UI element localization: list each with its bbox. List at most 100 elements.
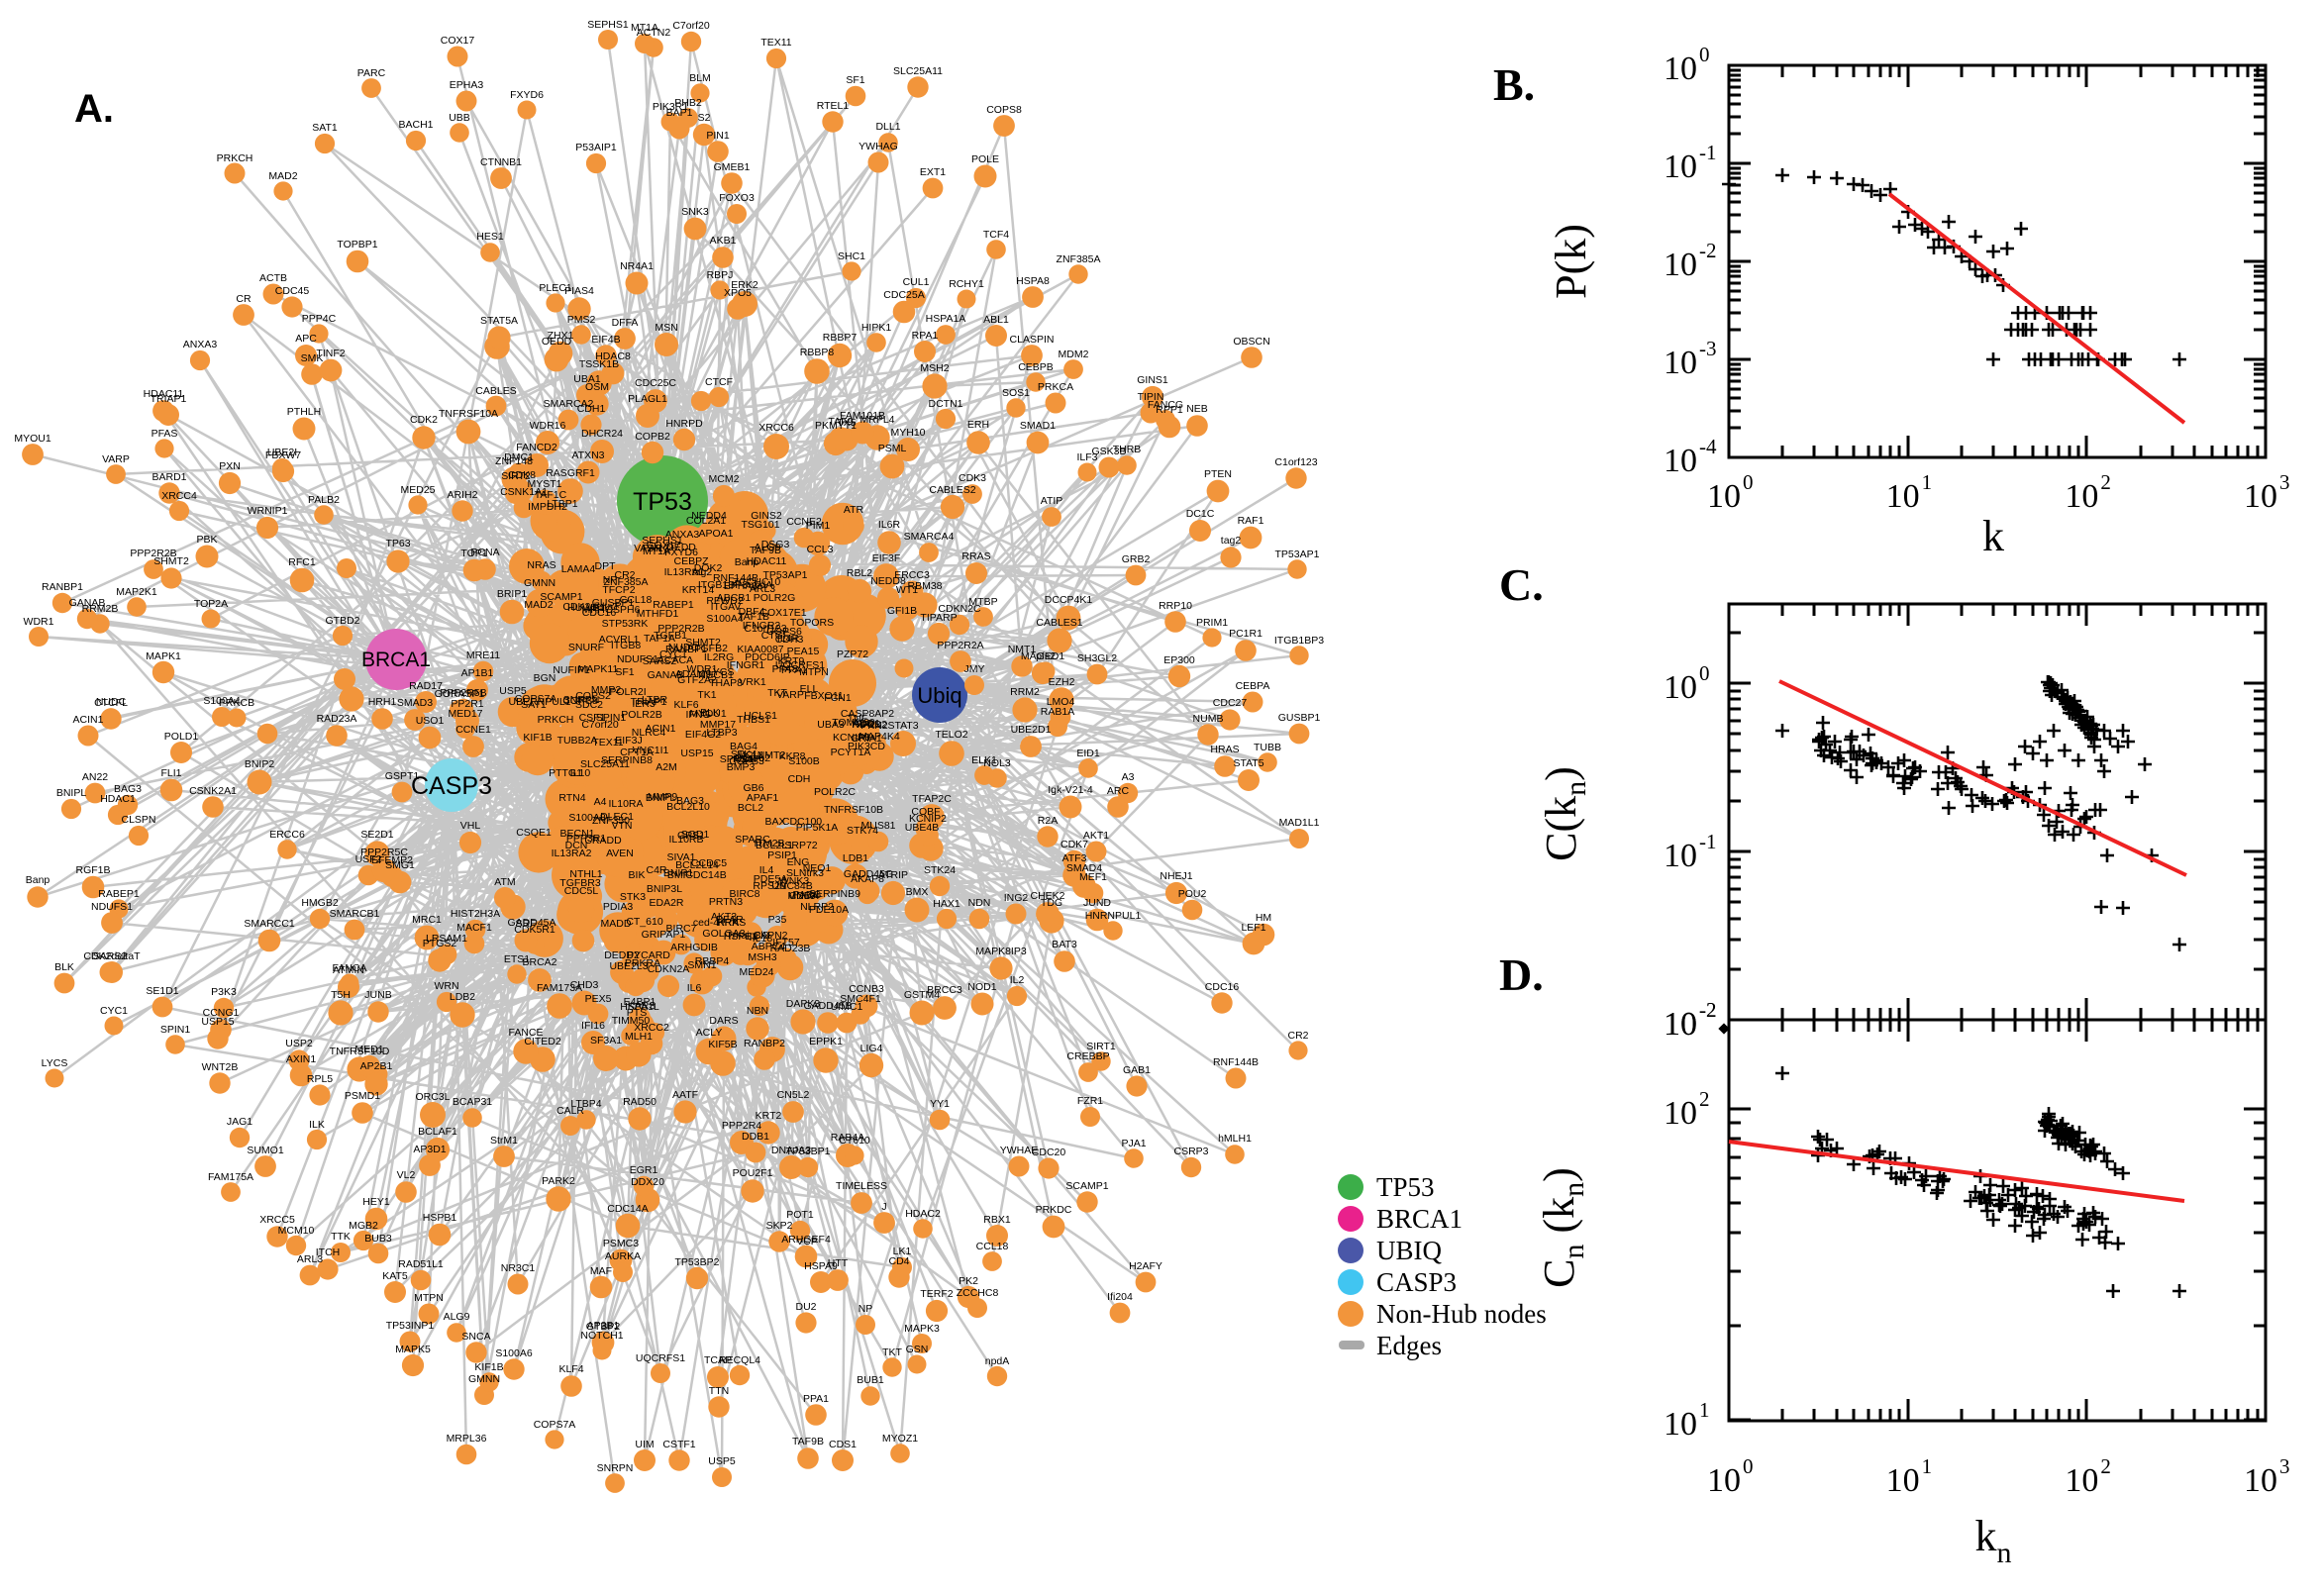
svg-text:10: 10 (1664, 149, 1697, 185)
svg-text:PRKCA: PRKCA (1038, 381, 1073, 393)
svg-text:RAD50: RAD50 (623, 1096, 656, 1108)
svg-text:AP3D1: AP3D1 (413, 1144, 446, 1155)
svg-text:AURKA: AURKA (605, 1250, 641, 1262)
svg-text:EFEMP2: EFEMP2 (371, 854, 413, 866)
svg-text:S2: S2 (698, 112, 711, 124)
svg-text:SARS2: SARS2 (93, 950, 128, 962)
svg-text:CCNE1: CCNE1 (455, 724, 491, 736)
svg-text:GB6: GB6 (743, 782, 763, 794)
svg-text:-2: -2 (1699, 239, 1717, 262)
svg-text:CDK2deltaT: CDK2deltaT (83, 950, 141, 962)
svg-text:LDB1: LDB1 (843, 852, 868, 864)
svg-text:hMLH1: hMLH1 (1218, 1133, 1252, 1145)
svg-text:CDC100: CDC100 (782, 816, 822, 828)
svg-text:HSPE1: HSPE1 (724, 931, 758, 943)
svg-text:NTHL1: NTHL1 (569, 868, 602, 880)
svg-text:CR: CR (236, 293, 252, 305)
svg-text:10: 10 (1707, 1462, 1741, 1499)
svg-text:10: 10 (1664, 443, 1697, 479)
svg-text:ITGB1BP3: ITGB1BP3 (698, 579, 748, 591)
svg-text:TIMELESS: TIMELESS (836, 1180, 887, 1192)
svg-text:BACH1: BACH1 (398, 119, 433, 131)
svg-text:RAD51L1: RAD51L1 (398, 1258, 444, 1270)
svg-text:DDB1: DDB1 (742, 1131, 769, 1143)
svg-text:BLK: BLK (700, 707, 720, 719)
svg-text:FAM101B: FAM101B (840, 410, 885, 422)
svg-text:PEX5: PEX5 (585, 993, 612, 1005)
svg-text:HM: HM (1256, 912, 1271, 924)
svg-text:STK3: STK3 (620, 891, 646, 903)
svg-text:IL2: IL2 (1010, 974, 1025, 986)
svg-text:PIK3CD: PIK3CD (848, 741, 885, 752)
svg-text:EDA2R: EDA2R (649, 897, 683, 909)
svg-text:PFAS: PFAS (152, 428, 178, 440)
svg-text:BFAR: BFAR (716, 914, 744, 926)
svg-text:EIF3F: EIF3F (872, 552, 901, 564)
svg-text:BMX: BMX (906, 886, 929, 898)
svg-text:DLL1: DLL1 (875, 121, 900, 133)
svg-text:COX17E1: COX17E1 (759, 607, 806, 619)
svg-text:TGFBR3: TGFBR3 (559, 877, 601, 889)
svg-text:TIPIN: TIPIN (1138, 391, 1164, 403)
svg-text:PARG: PARG (793, 889, 822, 901)
svg-text:LMO4: LMO4 (1047, 696, 1075, 708)
svg-text:FANCD2: FANCD2 (516, 442, 557, 453)
svg-text:C7orf20: C7orf20 (581, 719, 619, 731)
svg-text:ITGB1BP3: ITGB1BP3 (1274, 635, 1324, 647)
svg-text:ETS1: ETS1 (504, 953, 530, 965)
svg-text:TGFB2: TGFB2 (694, 643, 728, 654)
svg-text:TRIAP1: TRIAP1 (151, 393, 187, 405)
svg-text:COPS8: COPS8 (562, 695, 598, 707)
svg-text:GUSBP1: GUSBP1 (592, 597, 635, 609)
svg-text:FXYD6: FXYD6 (664, 547, 698, 558)
svg-text:CASP3: CASP3 (1376, 1267, 1457, 1297)
svg-text:BIK: BIK (629, 869, 646, 881)
svg-text:-2: -2 (1699, 998, 1717, 1022)
svg-text:10: 10 (1664, 1006, 1697, 1043)
svg-text:AKB1: AKB1 (710, 235, 737, 247)
svg-text:CDK3: CDK3 (959, 472, 986, 484)
svg-text:PCYT1A: PCYT1A (831, 747, 871, 758)
svg-text:USO1: USO1 (416, 715, 445, 727)
svg-text:VNC1I1: VNC1I1 (633, 745, 669, 756)
svg-text:USP5: USP5 (708, 1455, 736, 1467)
svg-text:HIPK1: HIPK1 (861, 322, 892, 334)
svg-text:CDK7: CDK7 (1060, 839, 1088, 850)
svg-text:TP53BP2: TP53BP2 (675, 1256, 720, 1268)
svg-text:BAG4: BAG4 (730, 741, 758, 752)
svg-text:CDC27: CDC27 (1213, 697, 1248, 709)
svg-text:MT1A: MT1A (643, 546, 670, 557)
svg-text:ERCC6: ERCC6 (269, 829, 305, 841)
svg-text:TIMM50: TIMM50 (612, 1015, 651, 1027)
svg-text:EID1: EID1 (1076, 748, 1100, 759)
svg-text:NUCB1: NUCB1 (698, 669, 734, 681)
svg-text:3: 3 (2279, 1454, 2290, 1478)
svg-text:PTS: PTS (627, 1007, 647, 1019)
svg-text:NUCB2: NUCB2 (852, 719, 887, 731)
svg-text:FCN1: FCN1 (824, 692, 852, 704)
svg-text:PCNA: PCNA (470, 547, 499, 558)
svg-text:HNRNPUL1: HNRNPUL1 (1085, 910, 1142, 922)
svg-text:HNRPD: HNRPD (665, 418, 703, 430)
svg-text:EIF4G2: EIF4G2 (685, 729, 721, 741)
svg-text:APC: APC (295, 333, 317, 345)
svg-text:AKT1: AKT1 (1083, 830, 1109, 842)
svg-text:NDUFS1: NDUFS1 (617, 653, 658, 665)
svg-text:TERF2: TERF2 (920, 1288, 953, 1300)
svg-text:-4: -4 (1699, 435, 1717, 458)
svg-text:DDX20: DDX20 (631, 1176, 664, 1188)
svg-text:NP: NP (858, 1303, 873, 1315)
svg-text:BCLAF1: BCLAF1 (418, 1126, 457, 1138)
svg-text:ARL3: ARL3 (750, 583, 775, 595)
svg-text:TP53: TP53 (1376, 1172, 1435, 1202)
svg-text:APAF1: APAF1 (747, 792, 779, 804)
svg-text:CCNB3: CCNB3 (849, 983, 884, 995)
svg-text:UBE2D1: UBE2D1 (1011, 724, 1052, 736)
svg-text:AP3B1: AP3B1 (587, 1320, 620, 1332)
svg-text:SCAMP1: SCAMP1 (540, 591, 582, 603)
svg-text:GUSBP1: GUSBP1 (1278, 712, 1321, 724)
svg-text:3: 3 (2279, 470, 2290, 494)
svg-text:THBS1: THBS1 (737, 714, 770, 726)
svg-text:RANBP1: RANBP1 (42, 581, 83, 593)
svg-text:CCNG1: CCNG1 (203, 1007, 240, 1019)
